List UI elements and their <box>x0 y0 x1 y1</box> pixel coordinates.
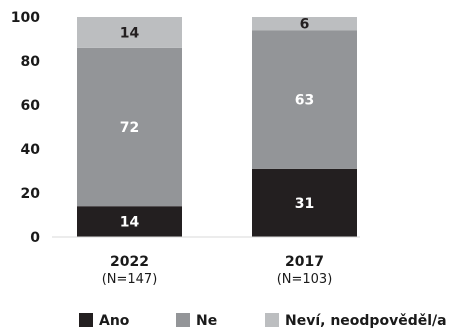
bar-segment <box>77 47 182 207</box>
bar-segment <box>77 17 182 48</box>
data-label: 72 <box>120 120 139 136</box>
x-category-sublabel: (N=147) <box>102 272 158 287</box>
data-label: 6 <box>300 17 310 33</box>
y-tick-label: 80 <box>21 54 41 70</box>
y-tick-label: 0 <box>30 230 40 246</box>
bars: 14 72 14 31 63 6 <box>77 17 357 237</box>
legend-swatch <box>79 313 93 327</box>
data-label: 14 <box>120 25 140 41</box>
x-category-label: 2022 <box>110 254 149 270</box>
x-category-sublabel: (N=103) <box>277 272 333 287</box>
data-label: 63 <box>295 93 314 109</box>
legend: Ano Ne Neví, neodpověděl/a <box>79 313 447 328</box>
data-label: 31 <box>295 196 314 212</box>
x-axis-categories: 2022 (N=147) 2017 (N=103) <box>102 254 333 287</box>
x-category-label: 2017 <box>285 254 324 270</box>
legend-label: Ne <box>196 313 217 328</box>
y-axis-ticks: 0 20 40 60 80 100 <box>11 10 40 246</box>
bar-segment <box>252 17 357 31</box>
y-tick-label: 20 <box>21 186 41 202</box>
bar-segment <box>252 30 357 169</box>
legend-swatch <box>176 313 190 327</box>
data-label: 14 <box>120 215 140 231</box>
y-tick-label: 60 <box>21 98 41 114</box>
bar-segment <box>77 206 182 237</box>
legend-swatch <box>265 313 279 327</box>
legend-label: Ano <box>99 313 130 328</box>
y-tick-label: 40 <box>21 142 41 158</box>
legend-label: Neví, neodpověděl/a <box>285 313 447 328</box>
y-tick-label: 100 <box>11 10 40 26</box>
bar-segment <box>252 168 357 237</box>
